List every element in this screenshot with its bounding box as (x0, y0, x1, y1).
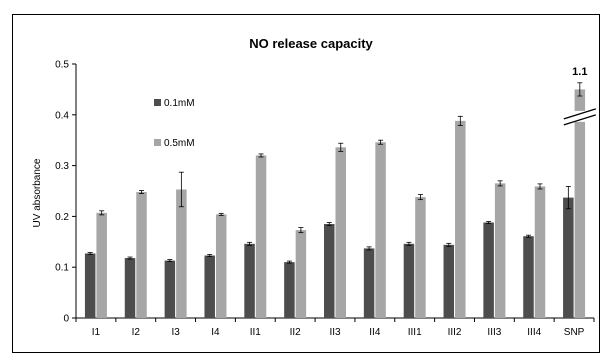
chart-title: NO release capacity (249, 36, 373, 51)
x-tick-label: I1 (92, 327, 101, 338)
x-tick-label: II1 (250, 327, 262, 338)
bar-05mM-I1 (96, 212, 107, 318)
x-tick-label: II2 (290, 327, 302, 338)
bar-01mM-II4 (363, 248, 375, 318)
y-axis-label: UV absorbance (32, 158, 43, 227)
axis-break-slash (563, 114, 597, 126)
x-tick-label: I4 (211, 327, 220, 338)
bar-05mM-SNP (574, 89, 586, 319)
bar-05mM-II3 (335, 147, 346, 318)
bar-01mM-II3 (324, 224, 335, 318)
bar-01mM-I1 (84, 253, 96, 318)
x-tick-label: III4 (527, 327, 541, 338)
bar-05mM-III4 (534, 186, 546, 318)
x-tick-label: SNP (564, 327, 585, 338)
axis-break-slash (563, 108, 597, 120)
legend-swatch-05mM (154, 139, 161, 146)
bar-01mM-III3 (483, 222, 494, 318)
bar-05mM-II2 (295, 230, 307, 318)
bar-05mM-I3 (176, 189, 187, 318)
bar-01mM-II2 (284, 262, 295, 318)
x-tick-label: III1 (408, 327, 422, 338)
bar-01mM-III2 (443, 244, 455, 318)
x-tick-label: III3 (487, 327, 501, 338)
bar-01mM-I3 (164, 260, 176, 318)
figure-frame: NO release capacity UV absorbance 0 0.1 0.… (12, 14, 600, 353)
bar-01mM-I2 (124, 258, 136, 318)
bar-05mM-II4 (375, 142, 386, 318)
legend-label-05mM: 0.5mM (164, 138, 195, 149)
bar-05mM-III1 (415, 197, 426, 318)
y-tick-label: 0.4 (55, 110, 69, 121)
x-tick-label: II3 (329, 327, 341, 338)
bar-05mM-I2 (136, 192, 147, 318)
legend-swatch-01mM (154, 99, 161, 106)
bar-01mM-II1 (244, 243, 255, 318)
bar-05mM-III3 (494, 183, 506, 318)
legend-label-01mM: 0.1mM (164, 98, 195, 109)
axis-break-gap (563, 110, 596, 122)
x-tick-label: III2 (448, 327, 462, 338)
bar-chart: NO release capacity UV absorbance 0 0.1 0.… (32, 36, 597, 338)
x-tick-label: I2 (132, 327, 141, 338)
bar-01mM-III1 (403, 243, 415, 318)
y-tick-label: 0.3 (55, 161, 69, 172)
y-tick-label: 0.5 (55, 60, 69, 71)
bar-05mM-I4 (215, 214, 227, 318)
y-tick-label: 0.2 (55, 212, 69, 223)
axis-break-value-label: 1.1 (572, 66, 587, 78)
bar-01mM-I4 (204, 255, 215, 318)
bar-01mM-SNP (563, 197, 574, 318)
y-tick-label: 0.1 (55, 263, 69, 274)
bar-01mM-III4 (523, 236, 534, 318)
x-tick-label: II4 (369, 327, 381, 338)
y-tick-label: 0 (63, 314, 69, 325)
bar-05mM-III2 (455, 120, 466, 318)
x-tick-label: I3 (171, 327, 180, 338)
bar-05mM-II1 (255, 155, 267, 318)
